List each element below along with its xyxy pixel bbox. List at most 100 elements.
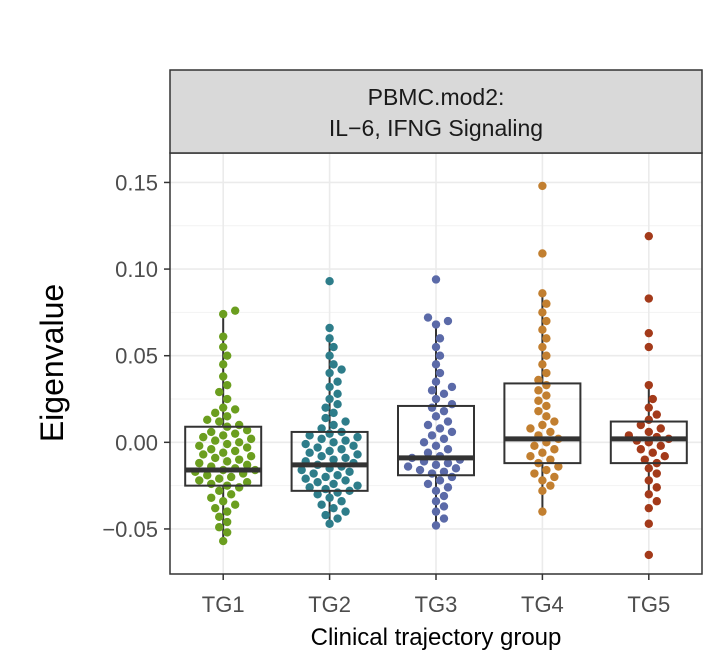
point-TG3 [415, 465, 425, 475]
point-TG2 [301, 439, 310, 449]
point-TG5 [644, 519, 653, 528]
point-TG1 [207, 427, 216, 437]
point-TG5 [644, 550, 653, 560]
y-tick-label: 0.05 [115, 344, 158, 369]
point-TG2 [329, 479, 338, 489]
point-TG2 [345, 467, 354, 476]
point-TG5 [644, 403, 653, 412]
box-TG1 [184, 425, 263, 487]
point-TG4 [546, 455, 555, 464]
point-TG3 [451, 464, 461, 473]
point-TG3 [431, 507, 441, 516]
point-TG2 [325, 277, 334, 286]
point-TG3 [439, 406, 449, 416]
point-TG3 [427, 403, 437, 412]
point-TG4 [538, 360, 547, 369]
point-TG4 [534, 396, 543, 405]
point-TG3 [443, 483, 453, 492]
median-layer [184, 382, 688, 492]
point-TG2 [325, 519, 334, 528]
point-TG4 [538, 181, 547, 191]
point-TG4 [538, 448, 547, 457]
point-TG2 [341, 453, 350, 463]
point-TG1 [222, 351, 232, 360]
point-TG3 [403, 462, 413, 471]
point-TG1 [242, 477, 252, 487]
point-TG4 [534, 406, 543, 416]
point-TG3 [431, 394, 441, 404]
point-TG5 [636, 445, 646, 454]
point-TG5 [656, 424, 665, 433]
point-TG4 [542, 391, 551, 400]
point-TG5 [644, 328, 653, 338]
point-TG2 [333, 471, 342, 480]
point-TG1 [230, 446, 240, 456]
point-TG1 [215, 474, 224, 483]
point-TG2 [309, 469, 318, 478]
point-TG1 [234, 483, 244, 492]
facet-strip [169, 69, 703, 154]
point-TG3 [423, 313, 433, 322]
point-TG1 [211, 408, 220, 418]
point-TG3 [447, 472, 457, 482]
point-TG2 [313, 490, 322, 499]
point-TG3 [435, 476, 445, 485]
point-TG3 [427, 386, 437, 395]
point-TG3 [443, 445, 453, 454]
y-axis: −0.05 0.00 0.05 0.10 0.15 [102, 170, 170, 542]
x-tick-label-TG5: TG5 [627, 592, 670, 617]
point-TG2 [305, 448, 314, 457]
point-TG4 [542, 334, 551, 343]
box-TG5 [609, 420, 688, 465]
point-TG1 [242, 443, 252, 452]
point-TG4 [534, 386, 543, 395]
x-tick-label-TG1: TG1 [202, 592, 245, 617]
point-TG1 [207, 493, 216, 502]
point-TG3 [431, 275, 441, 284]
point-TG5 [644, 342, 653, 352]
point-TG5 [648, 448, 657, 457]
point-TG2 [325, 351, 334, 360]
point-TG3 [443, 417, 453, 426]
y-tick-label: 0.10 [115, 257, 158, 282]
point-TG3 [427, 469, 437, 478]
point-TG1 [203, 415, 212, 425]
point-TG2 [317, 434, 326, 444]
point-TG3 [439, 434, 449, 444]
point-TG1 [222, 528, 232, 537]
point-TG1 [219, 536, 228, 546]
point-TG5 [640, 455, 650, 464]
point-TG1 [215, 417, 224, 426]
point-TG2 [337, 445, 346, 454]
point-TG2 [325, 446, 334, 456]
point-TG3 [447, 427, 457, 437]
point-TG2 [333, 514, 342, 523]
point-TG1 [242, 426, 252, 435]
point-TG2 [329, 420, 338, 430]
point-TG3 [439, 514, 449, 523]
point-TG1 [222, 394, 232, 404]
point-TG3 [431, 320, 441, 329]
point-TG3 [439, 502, 449, 511]
point-TG3 [427, 431, 437, 440]
point-TG2 [333, 389, 342, 399]
point-TG2 [329, 438, 338, 447]
point-TG1 [222, 380, 232, 390]
point-TG2 [333, 400, 342, 409]
point-TG5 [636, 420, 646, 430]
point-TG4 [538, 476, 547, 485]
point-TG1 [219, 372, 228, 381]
point-TG4 [538, 325, 547, 334]
point-TG5 [644, 464, 653, 473]
point-TG1 [234, 438, 244, 447]
point-TG3 [431, 521, 441, 530]
point-TG3 [435, 424, 445, 433]
point-TG2 [313, 477, 322, 487]
x-tick-label-TG2: TG2 [308, 592, 351, 617]
point-TG1 [222, 457, 232, 466]
point-TG2 [317, 424, 326, 433]
point-TG5 [660, 451, 669, 461]
point-TG3 [431, 377, 441, 386]
point-TG1 [222, 439, 232, 449]
